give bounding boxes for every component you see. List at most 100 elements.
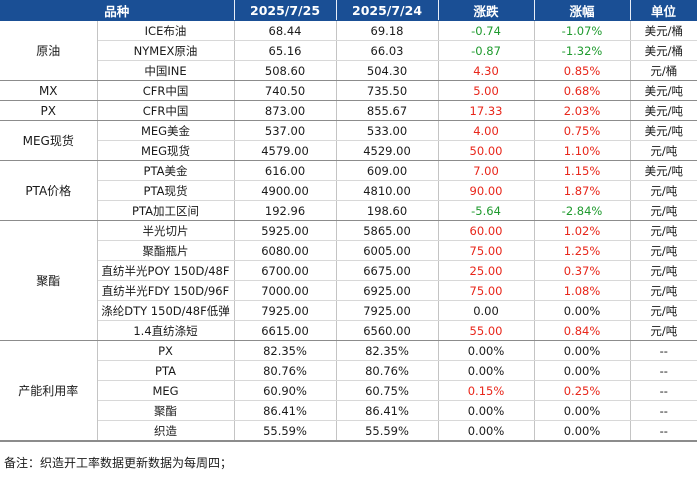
change-pct-cell: 0.00% xyxy=(534,420,631,441)
table-row: 聚酯 半光切片 5925.00 5865.00 60.00 1.02% 元/吨 xyxy=(0,220,697,341)
unit-cell: 元/桶 xyxy=(630,60,697,81)
item-name-cell: CFR中国 xyxy=(97,80,235,101)
value-current-cell: 6700.00 xyxy=(234,260,337,281)
header-variety: 品种 xyxy=(0,0,235,21)
value-current-cell: 5925.00 xyxy=(234,220,337,241)
value-previous-cell: 55.59% xyxy=(336,420,439,441)
value-current-cell: 65.16 xyxy=(234,40,337,61)
item-name-cell: NYMEX原油 xyxy=(97,40,235,61)
table-row: PTA价格 PTA美金 616.00 609.00 7.00 1.15% 美元/吨 xyxy=(0,160,697,221)
change-pct-cell: 2.03% xyxy=(534,100,631,121)
value-current-cell: 616.00 xyxy=(234,160,337,181)
value-previous-cell: 66.03 xyxy=(336,40,439,61)
unit-cell: -- xyxy=(630,340,697,361)
change-pct-cell: 0.00% xyxy=(534,340,631,361)
table-row: 原油 ICE布油 68.44 69.18 -0.74 -1.07% 美元/桶 xyxy=(0,20,697,81)
item-name-cell: 1.4直纺涤短 xyxy=(97,320,235,341)
header-change-pct: 涨幅 xyxy=(534,0,631,21)
value-previous-cell: 82.35% xyxy=(336,340,439,361)
change-cell: 4.00 xyxy=(438,120,535,141)
category-cell: 产能利用率 xyxy=(0,340,98,441)
value-current-cell: 7000.00 xyxy=(234,280,337,301)
change-pct-cell: 1.02% xyxy=(534,220,631,241)
unit-cell: 元/吨 xyxy=(630,240,697,261)
table-row: 1.4直纺涤短 6615.00 6560.00 55.00 0.84% 元/吨 xyxy=(0,320,697,341)
table-row: 聚酯瓶片 6080.00 6005.00 75.00 1.25% 元/吨 xyxy=(0,240,697,261)
value-previous-cell: 6005.00 xyxy=(336,240,439,261)
value-current-cell: 55.59% xyxy=(234,420,337,441)
unit-cell: 美元/吨 xyxy=(630,160,697,181)
value-previous-cell: 855.67 xyxy=(336,100,439,121)
unit-cell: 美元/吨 xyxy=(630,100,697,121)
item-name-cell: 直纺半光FDY 150D/96F xyxy=(97,280,235,301)
item-name-cell: MEG现货 xyxy=(97,140,235,161)
change-pct-cell: 0.00% xyxy=(534,300,631,321)
change-cell: 0.00% xyxy=(438,360,535,381)
item-name-cell: 聚酯 xyxy=(97,400,235,421)
value-previous-cell: 69.18 xyxy=(336,20,439,41)
change-cell: 90.00 xyxy=(438,180,535,201)
value-current-cell: 192.96 xyxy=(234,200,337,221)
value-current-cell: 4579.00 xyxy=(234,140,337,161)
table-row: 中国INE 508.60 504.30 4.30 0.85% 元/桶 xyxy=(0,60,697,81)
change-cell: 0.00 xyxy=(438,300,535,321)
value-previous-cell: 504.30 xyxy=(336,60,439,81)
price-table: 品种 2025/7/25 2025/7/24 涨跌 涨幅 单位 原油 ICE布油 6… xyxy=(0,0,697,441)
change-pct-cell: -1.07% xyxy=(534,20,631,41)
unit-cell: 元/吨 xyxy=(630,180,697,201)
change-cell: 60.00 xyxy=(438,220,535,241)
change-cell: 17.33 xyxy=(438,100,535,121)
value-current-cell: 508.60 xyxy=(234,60,337,81)
category-cell: PX xyxy=(0,100,98,121)
change-cell: 0.00% xyxy=(438,420,535,441)
value-current-cell: 537.00 xyxy=(234,120,337,141)
change-pct-cell: 0.37% xyxy=(534,260,631,281)
value-previous-cell: 6925.00 xyxy=(336,280,439,301)
category-cell: 原油 xyxy=(0,20,98,81)
table-row: NYMEX原油 65.16 66.03 -0.87 -1.32% 美元/桶 xyxy=(0,40,697,61)
item-name-cell: MEG xyxy=(97,380,235,401)
value-previous-cell: 60.75% xyxy=(336,380,439,401)
change-cell: 4.30 xyxy=(438,60,535,81)
table-row: PTA现货 4900.00 4810.00 90.00 1.87% 元/吨 xyxy=(0,180,697,201)
change-cell: 75.00 xyxy=(438,240,535,261)
unit-cell: 美元/吨 xyxy=(630,80,697,101)
unit-cell: -- xyxy=(630,420,697,441)
change-pct-cell: 0.25% xyxy=(534,380,631,401)
change-cell: 0.00% xyxy=(438,400,535,421)
header-date-previous: 2025/7/24 xyxy=(336,0,439,21)
change-cell: 5.00 xyxy=(438,80,535,101)
change-pct-cell: 0.00% xyxy=(534,360,631,381)
change-pct-cell: 0.00% xyxy=(534,400,631,421)
item-name-cell: 半光切片 xyxy=(97,220,235,241)
item-name-cell: PTA xyxy=(97,360,235,381)
table-row: MEG现货 MEG美金 537.00 533.00 4.00 0.75% 美元/吨 xyxy=(0,120,697,161)
unit-cell: 元/吨 xyxy=(630,200,697,221)
value-current-cell: 6080.00 xyxy=(234,240,337,261)
unit-cell: 元/吨 xyxy=(630,300,697,321)
change-pct-cell: 1.10% xyxy=(534,140,631,161)
unit-cell: 元/吨 xyxy=(630,140,697,161)
value-previous-cell: 533.00 xyxy=(336,120,439,141)
value-previous-cell: 80.76% xyxy=(336,360,439,381)
change-cell: 55.00 xyxy=(438,320,535,341)
value-previous-cell: 735.50 xyxy=(336,80,439,101)
value-current-cell: 80.76% xyxy=(234,360,337,381)
item-name-cell: 织造 xyxy=(97,420,235,441)
table-row: MEG现货 4579.00 4529.00 50.00 1.10% 元/吨 xyxy=(0,140,697,161)
unit-cell: 美元/吨 xyxy=(630,120,697,141)
unit-cell: 美元/桶 xyxy=(630,40,697,61)
item-name-cell: PTA美金 xyxy=(97,160,235,181)
item-name-cell: 涤纶DTY 150D/48F低弹 xyxy=(97,300,235,321)
item-name-cell: CFR中国 xyxy=(97,100,235,121)
value-current-cell: 873.00 xyxy=(234,100,337,121)
change-cell: -0.74 xyxy=(438,20,535,41)
item-name-cell: PTA现货 xyxy=(97,180,235,201)
table-row: 直纺半光FDY 150D/96F 7000.00 6925.00 75.00 1.08%… xyxy=(0,280,697,301)
value-current-cell: 82.35% xyxy=(234,340,337,361)
header-unit: 单位 xyxy=(630,0,697,21)
header-change: 涨跌 xyxy=(438,0,535,21)
unit-cell: 元/吨 xyxy=(630,260,697,281)
unit-cell: -- xyxy=(630,400,697,421)
